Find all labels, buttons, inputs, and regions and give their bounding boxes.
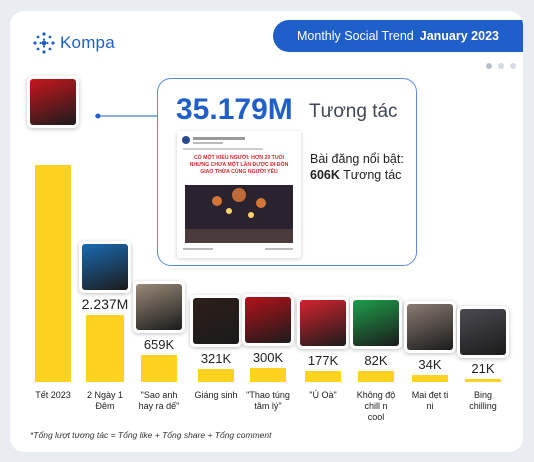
trend-thumbnail-7[interactable] [404,301,456,353]
thumbnail-image [460,309,506,355]
footnote: *Tổng lượt tương tác = Tổng like + Tổng … [30,430,272,440]
data-label-8: 21K [471,361,494,376]
featured-unit: Tương tác [343,168,402,182]
category-label-2: "Sao anh hay ra dế" [139,390,180,411]
category-label-8: Bing chilling [469,390,497,411]
category-label-4: "Thao túng tâm lý" [246,390,290,411]
featured-post-headline: CÓ MỘT KIỂU NGƯỜI: HƠN 20 TUỔI NHƯNG CHƯ… [189,155,289,175]
highlight-callout: 35.179M Tương tác CÓ MỘT KIỂU NGƯỜI: HƠN… [157,78,417,266]
trend-thumbnail-2[interactable] [133,281,185,333]
featured-value: 606K [310,168,340,182]
pagination-dots[interactable] [486,63,516,69]
thumbnail-image [82,244,128,290]
data-label-7: 34K [418,357,441,372]
logo: Kompa [32,30,120,56]
thumbnail-image [353,300,399,346]
trend-thumbnail-5[interactable] [297,297,349,349]
category-label-3: Giáng sinh [194,390,237,400]
callout-connector [95,113,158,119]
data-label-3: 321K [201,351,232,366]
trend-thumbnail-0[interactable] [27,76,79,128]
kompa-logo-icon [33,32,55,54]
data-label-2: 659K [144,337,175,352]
trend-thumbnail-3[interactable] [190,295,242,347]
bar-6 [358,371,394,382]
header-label: Monthly Social Trend [297,29,414,43]
bar-chart: Tết 2023 2.237M 2 Ngày 1 Đêm 659K "Sao anh hay… [35,113,501,422]
trend-thumbnail-6[interactable] [350,297,402,349]
page-dot[interactable] [486,63,492,69]
bar-8 [465,379,501,382]
category-label-5: "Ú Oà" [309,390,336,400]
callout-value: 35.179M [176,93,293,126]
bar-0 [35,165,71,382]
thumbnail-image [193,298,239,344]
thumbnail-image [136,284,182,330]
header-band: Monthly Social Trend January 2023 [273,20,523,52]
brand-name: Kompa [60,33,115,52]
bar-4 [250,368,286,382]
data-label-6: 82K [364,353,387,368]
trend-thumbnail-4[interactable] [242,294,294,346]
trend-thumbnail-1[interactable] [79,241,131,293]
featured-label: Bài đăng nổi bật: [310,152,404,166]
category-label-7: Mai đẹt ti ni [412,390,449,411]
trend-thumbnail-8[interactable] [457,306,509,358]
category-label-0: Tết 2023 [35,390,71,400]
bar-2 [141,355,177,382]
bar-1 [86,315,124,382]
featured-value-line: 606K Tương tác [310,167,401,183]
thumbnail-image [407,304,453,350]
bar-5 [305,371,341,382]
page-dot[interactable] [510,63,516,69]
featured-post-image [182,136,293,250]
header-month: January 2023 [419,29,499,43]
data-label-4: 300K [253,350,284,365]
callout-unit: Tương tác [309,101,398,122]
data-label-1: 2.237M [82,296,129,312]
bar-7 [412,375,448,382]
bar-3 [198,369,234,382]
thumbnail-image [300,300,346,346]
thumbnail-image [245,297,291,343]
trend-card: Kompa Monthly Social Trend January 2023 … [10,11,523,452]
category-label-6: Không độ chill n cool [357,390,396,422]
thumbnail-image [30,79,76,125]
category-label-1: 2 Ngày 1 Đêm [87,390,123,411]
featured-post-thumbnail[interactable]: CÓ MỘT KIỂU NGƯỜI: HƠN 20 TUỔI NHƯNG CHƯ… [177,131,301,258]
page-dot[interactable] [498,63,504,69]
data-label-5: 177K [308,353,339,368]
